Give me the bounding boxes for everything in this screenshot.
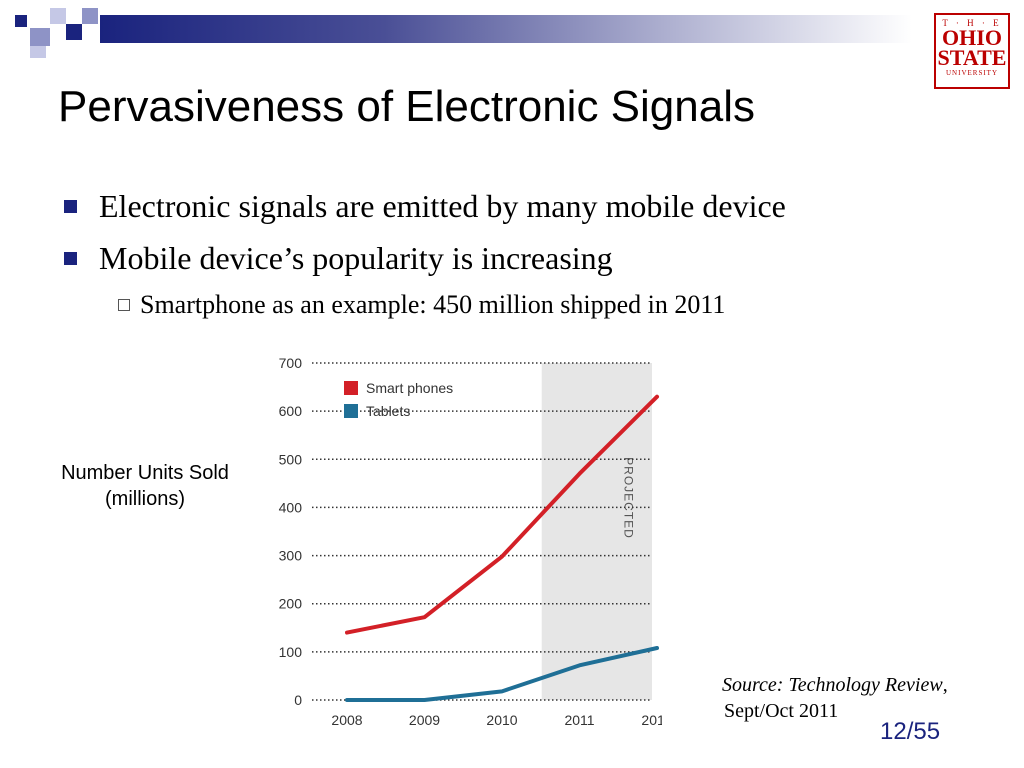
corner-square-light — [30, 28, 50, 46]
y-axis-caption-line2: (millions) — [105, 488, 185, 510]
y-tick-label: 700 — [279, 355, 303, 371]
legend-swatch — [344, 404, 358, 418]
y-tick-label: 0 — [294, 692, 302, 708]
logo-university: UNIVERSITY — [946, 69, 998, 77]
logo-state: STATE — [937, 45, 1007, 70]
logo-the: T · H · E — [942, 18, 1002, 28]
header-gradient-band — [100, 15, 912, 43]
corner-square-dark — [66, 24, 82, 40]
legend-swatch — [344, 381, 358, 395]
legend-label: Smart phones — [366, 380, 453, 396]
y-axis-caption-line1: Number Units Sold — [61, 462, 229, 484]
y-tick-label: 100 — [279, 644, 303, 660]
bullet-square-icon — [64, 252, 77, 266]
hollow-square-icon — [118, 299, 130, 311]
source-comma: , — [942, 674, 948, 696]
y-tick-label: 600 — [279, 403, 303, 419]
logo-ohio: OHIO — [942, 25, 1002, 50]
series-line — [345, 394, 659, 635]
sub-bullet-text: Smartphone as an example: 450 million sh… — [140, 290, 726, 319]
corner-square-pale — [50, 8, 66, 24]
sub-bullet-item: Smartphone as an example: 450 million sh… — [118, 290, 725, 320]
x-tick-label: 2008 — [331, 712, 362, 728]
series-line — [345, 646, 659, 702]
y-tick-label: 300 — [279, 548, 303, 564]
x-tick-label: 2012 — [641, 712, 662, 728]
y-tick-label: 500 — [279, 451, 303, 467]
y-tick-label: 200 — [279, 596, 303, 612]
bullet-square-icon — [64, 200, 77, 214]
y-tick-label: 400 — [279, 499, 303, 515]
corner-square-light — [82, 8, 98, 24]
projected-label: PROJECTED — [621, 457, 635, 539]
legend-label: Tablets — [366, 403, 410, 419]
source-date: Sept/Oct 2011 — [724, 700, 839, 722]
slide-title: Pervasiveness of Electronic Signals — [58, 82, 755, 131]
source-citation: Source: Technology Review, Sept/Oct 2011 — [722, 672, 948, 724]
corner-square-dark — [15, 15, 27, 27]
corner-squares-decoration — [15, 8, 98, 58]
x-tick-label: 2009 — [409, 712, 440, 728]
bullet-text: Electronic signals are emitted by many m… — [99, 188, 786, 224]
page-number: 12/55 — [880, 718, 941, 745]
units-sold-chart: PROJECTED 0 100 200 300 400 500 600 700 2008 2009 2… — [279, 355, 662, 728]
y-axis-caption: Number Units Sold (millions) — [30, 460, 260, 512]
bullet-item: Mobile device’s popularity is increasing — [64, 240, 613, 277]
source-label: Source: Technology Review — [722, 674, 943, 696]
corner-square-pale — [30, 46, 46, 58]
bullet-text: Mobile device’s popularity is increasing — [99, 240, 613, 276]
bullet-item: Electronic signals are emitted by many m… — [64, 188, 786, 225]
ohio-state-logo: T · H · E OHIO STATE UNIVERSITY — [934, 13, 1010, 89]
x-tick-label: 2010 — [486, 712, 517, 728]
x-tick-label: 2011 — [564, 712, 594, 728]
